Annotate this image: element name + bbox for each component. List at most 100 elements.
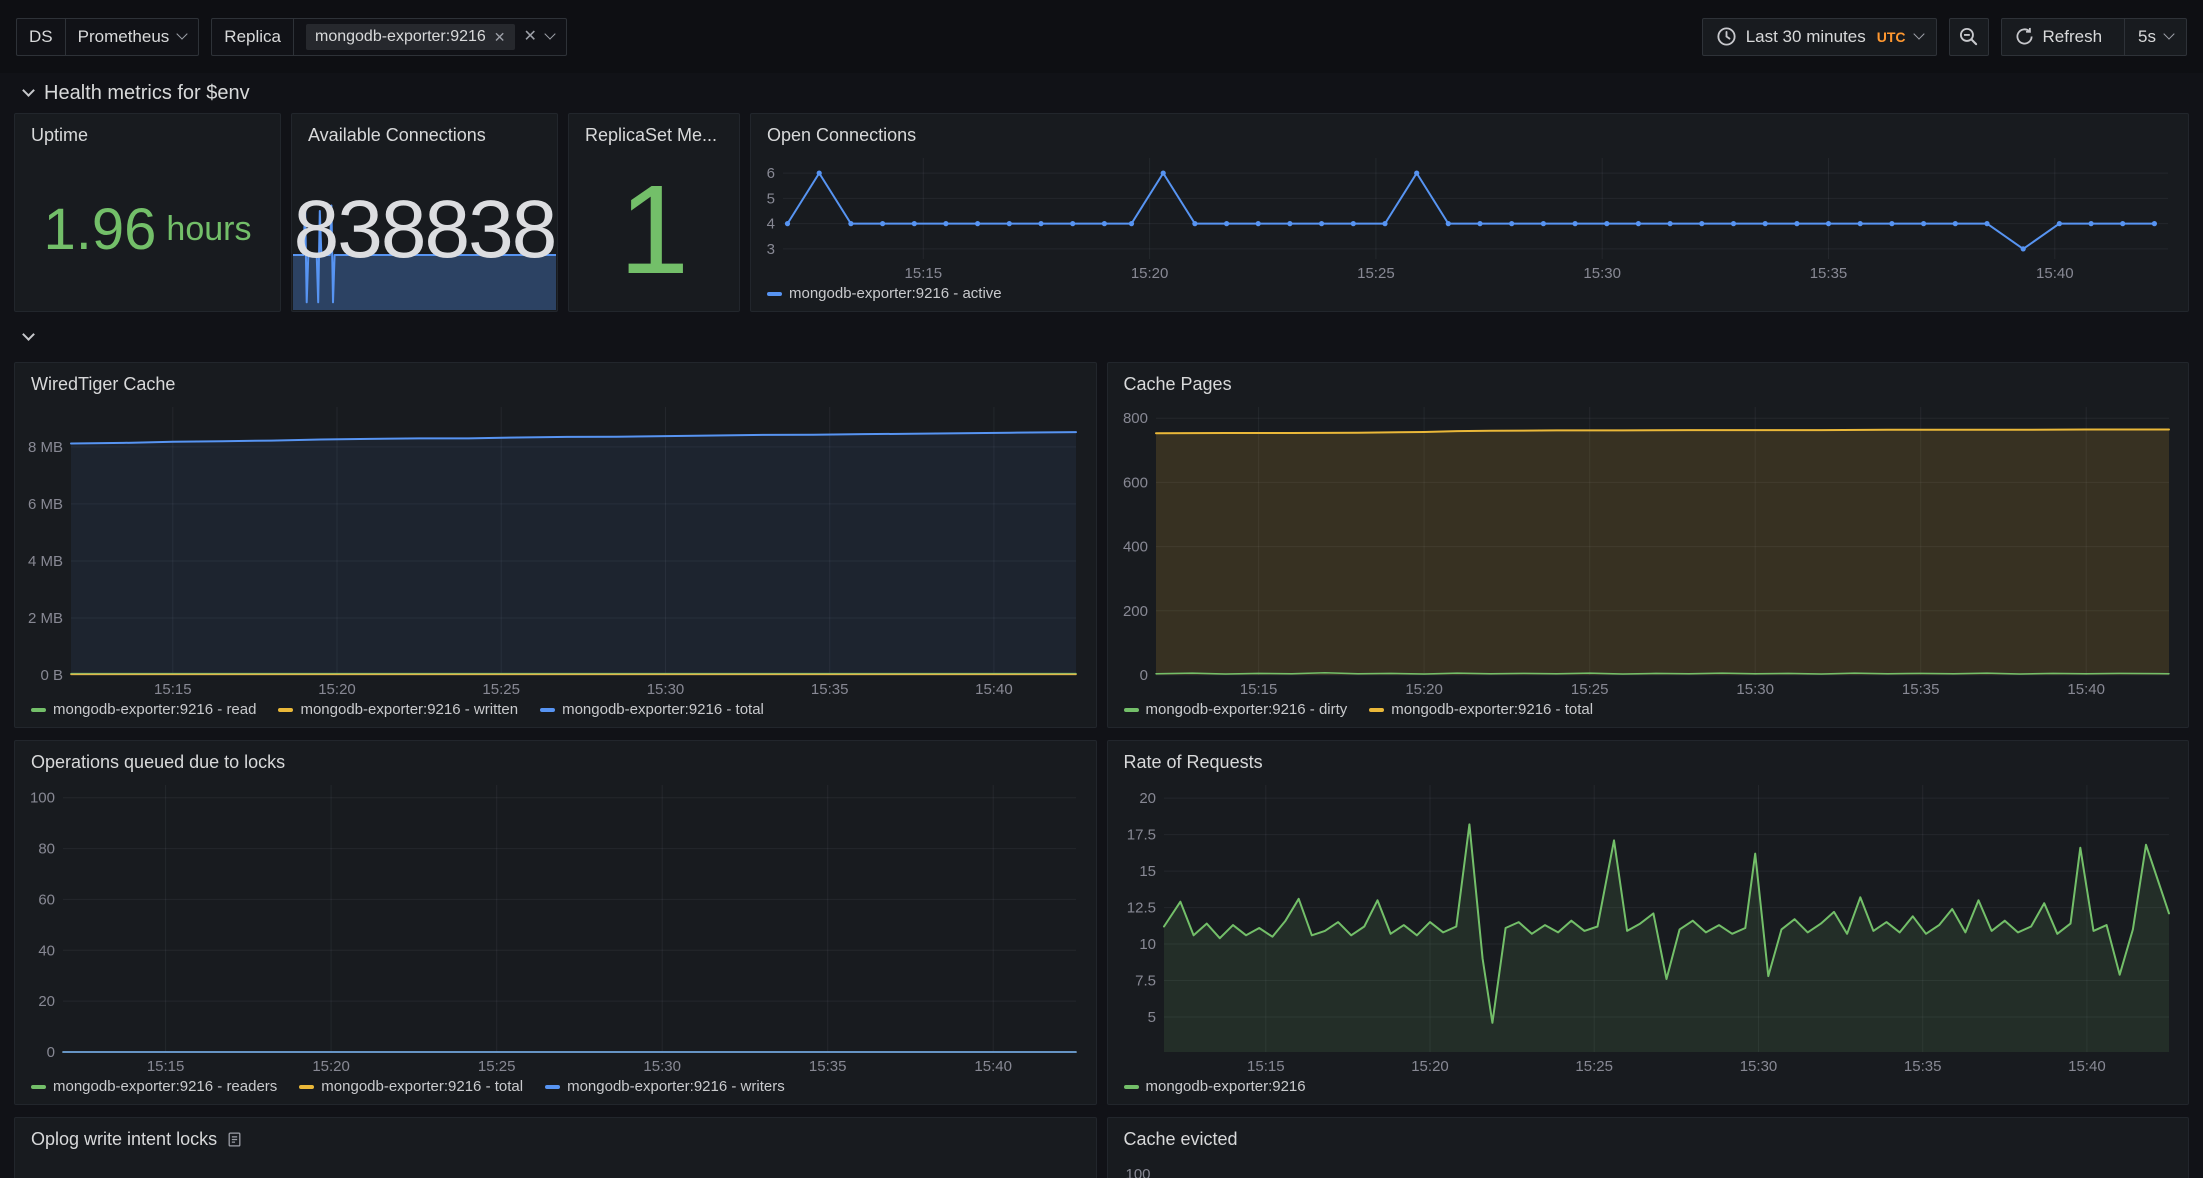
panel-title-uptime[interactable]: Uptime <box>15 114 280 148</box>
svg-text:800: 800 <box>1122 410 1147 427</box>
panel-uptime: Uptime 1.96 hours <box>14 113 281 312</box>
panel-title-rate[interactable]: Rate of Requests <box>1108 741 2189 775</box>
available-connections-stat: 838838 <box>292 148 557 311</box>
svg-text:6: 6 <box>767 165 775 182</box>
chevron-down-icon <box>22 83 35 97</box>
legend-label: mongodb-exporter:9216 - total <box>321 1078 524 1095</box>
legend-marker <box>1123 707 1139 712</box>
svg-text:15:40: 15:40 <box>2036 265 2074 282</box>
panel-title-open-connections[interactable]: Open Connections <box>751 114 2188 148</box>
replica-tag-label: mongodb-exporter:9216 <box>315 27 486 45</box>
legend-item[interactable]: mongodb-exporter:9216 - total <box>1369 701 1593 718</box>
svg-text:15:25: 15:25 <box>1575 1058 1613 1075</box>
refresh-interval-select[interactable]: 5s <box>2124 18 2186 55</box>
svg-text:80: 80 <box>38 841 55 858</box>
clock-icon <box>1717 27 1736 46</box>
svg-text:0: 0 <box>1139 667 1147 684</box>
timezone-label: UTC <box>1876 28 1906 45</box>
legend-item[interactable]: mongodb-exporter:9216 - total <box>540 701 764 718</box>
time-range-label: Last 30 minutes <box>1745 26 1866 46</box>
legend-label: mongodb-exporter:9216 - active <box>789 285 1002 302</box>
panel-cache-pages: Cache Pages 15:15 15:20 15:25 15:30 15:35 15:… <box>1106 362 2189 728</box>
panel-title-text: WiredTiger Cache <box>31 374 176 394</box>
operations-chart[interactable]: 15:15 15:20 15:25 15:30 15:35 15:40 0 20 40 60 80 1… <box>23 777 1088 1076</box>
legend-label: mongodb-exporter:9216 <box>1145 1078 1306 1095</box>
legend-label: mongodb-exporter:9216 - dirty <box>1145 701 1348 718</box>
legend-item[interactable]: mongodb-exporter:9216 - written <box>278 701 518 718</box>
legend-label: mongodb-exporter:9216 - writers <box>567 1078 785 1095</box>
row-header-health[interactable]: Health metrics for $env <box>14 73 2189 113</box>
legend-marker <box>1369 707 1385 712</box>
svg-text:12.5: 12.5 <box>1126 900 1155 917</box>
svg-text:15:40: 15:40 <box>975 681 1013 698</box>
svg-text:15:30: 15:30 <box>647 681 685 698</box>
dashboard-toolbar: DS Prometheus Replica mongodb-exporter:9… <box>0 0 2203 73</box>
legend-label: mongodb-exporter:9216 - total <box>562 701 764 718</box>
cache-pages-chart[interactable]: 15:15 15:20 15:25 15:30 15:35 15:40 0 200 400 600… <box>1116 399 2181 699</box>
panel-title-cache-evicted[interactable]: Cache evicted <box>1108 1118 2189 1152</box>
time-range-picker[interactable]: Last 30 minutes UTC <box>1701 17 1937 56</box>
panel-title-text: Available Connections <box>308 125 486 145</box>
panel-links-icon[interactable] <box>226 1131 243 1148</box>
panel-open-connections: Open Connections 15:15 15:20 15:25 15:30 15:… <box>750 113 2189 312</box>
legend-item[interactable]: mongodb-exporter:9216 - active <box>767 285 1002 302</box>
svg-text:60: 60 <box>38 891 55 908</box>
wiredtiger-chart[interactable]: 15:15 15:20 15:25 15:30 15:35 15:40 0 B 2 MB 4 M… <box>23 399 1088 699</box>
svg-text:15:35: 15:35 <box>1901 681 1939 698</box>
svg-text:15:20: 15:20 <box>312 1058 350 1075</box>
panel-oplog-write-intent-locks: Oplog write intent locks <box>14 1117 1097 1178</box>
rate-of-requests-chart[interactable]: 15:15 15:20 15:25 15:30 15:35 15:40 5 7.5 10 12.5… <box>1116 777 2181 1076</box>
replica-variable-picker: Replica mongodb-exporter:9216 ✕ ✕ <box>211 17 567 56</box>
legend-item[interactable]: mongodb-exporter:9216 - writers <box>545 1078 785 1095</box>
svg-text:15:40: 15:40 <box>974 1058 1012 1075</box>
legend-item[interactable]: mongodb-exporter:9216 - total <box>299 1078 523 1095</box>
remove-tag-icon[interactable]: ✕ <box>493 28 506 45</box>
svg-text:4: 4 <box>767 216 775 233</box>
uptime-value: 1.96 <box>43 196 157 262</box>
svg-text:15:40: 15:40 <box>2067 681 2105 698</box>
replica-tag[interactable]: mongodb-exporter:9216 ✕ <box>306 23 515 50</box>
legend-label: mongodb-exporter:9216 - written <box>300 701 519 718</box>
legend-item[interactable]: mongodb-exporter:9216 - read <box>31 701 256 718</box>
legend-marker <box>545 1084 561 1089</box>
panel-wiredtiger-cache: WiredTiger Cache 15:15 15:20 15:25 15:30 15:… <box>14 362 1097 728</box>
panel-title-wiredtiger[interactable]: WiredTiger Cache <box>15 363 1096 397</box>
datasource-select[interactable]: Prometheus <box>64 18 199 55</box>
open-connections-chart[interactable]: 15:15 15:20 15:25 15:30 15:35 15:40 3 4 5 6 <box>759 150 2180 283</box>
svg-text:20: 20 <box>38 993 55 1010</box>
open-connections-legend: mongodb-exporter:9216 - active <box>751 283 2188 311</box>
svg-text:15:20: 15:20 <box>318 681 356 698</box>
panel-title-cache-pages[interactable]: Cache Pages <box>1108 363 2189 397</box>
panel-title-text: Cache evicted <box>1123 1129 1238 1149</box>
refresh-interval-value: 5s <box>2138 26 2156 46</box>
svg-text:15:15: 15:15 <box>1239 681 1277 698</box>
clear-selection-icon[interactable]: ✕ <box>523 27 537 45</box>
chevron-down-icon <box>1912 28 1925 40</box>
panel-title-available-connections[interactable]: Available Connections <box>292 114 557 148</box>
panel-title-text: Uptime <box>31 125 89 145</box>
panel-title-oplog[interactable]: Oplog write intent locks <box>15 1118 1096 1152</box>
svg-text:15:15: 15:15 <box>1247 1058 1285 1075</box>
legend-item[interactable]: mongodb-exporter:9216 - dirty <box>1123 701 1348 718</box>
zoom-out-button[interactable] <box>1948 17 1989 56</box>
svg-text:200: 200 <box>1122 603 1147 620</box>
panel-replicaset-members: ReplicaSet Me... 1 <box>568 113 740 312</box>
legend-item[interactable]: mongodb-exporter:9216 <box>1123 1078 1306 1095</box>
svg-text:2 MB: 2 MB <box>28 610 63 627</box>
panel-title-text: Cache Pages <box>1123 374 1232 394</box>
panel-title-replicaset[interactable]: ReplicaSet Me... <box>569 114 739 148</box>
svg-text:15:20: 15:20 <box>1405 681 1443 698</box>
replica-select[interactable]: mongodb-exporter:9216 ✕ ✕ <box>293 18 566 55</box>
svg-text:15:35: 15:35 <box>1903 1058 1941 1075</box>
svg-text:400: 400 <box>1122 539 1147 556</box>
svg-text:4 MB: 4 MB <box>28 553 63 570</box>
refresh-button[interactable]: Refresh <box>2002 19 2116 55</box>
svg-text:40: 40 <box>38 942 55 959</box>
row-header-untitled[interactable] <box>14 312 2189 362</box>
legend-label: mongodb-exporter:9216 - read <box>53 701 257 718</box>
legend-item[interactable]: mongodb-exporter:9216 - readers <box>31 1078 277 1095</box>
replica-label: Replica <box>224 26 281 46</box>
legend-marker <box>1123 1084 1139 1089</box>
replicaset-value: 1 <box>618 158 690 300</box>
panel-title-operations[interactable]: Operations queued due to locks <box>15 741 1096 775</box>
